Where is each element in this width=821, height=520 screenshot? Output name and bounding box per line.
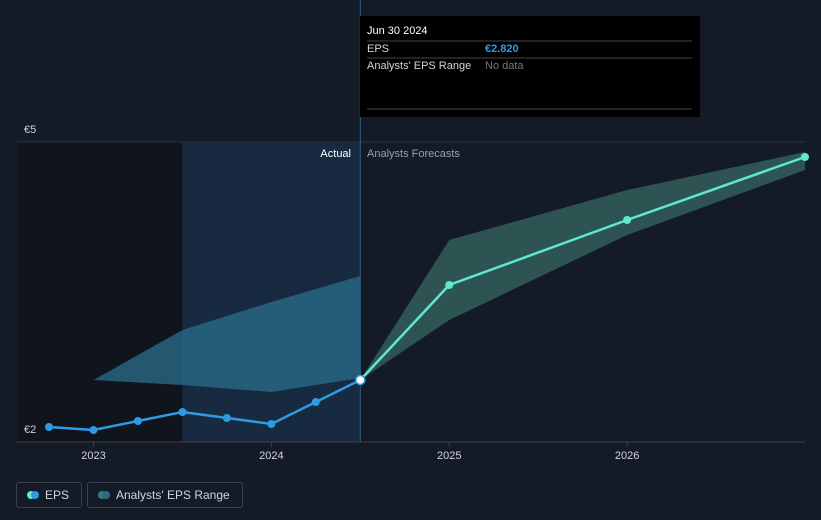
y-tick-label: €5 <box>24 124 36 136</box>
x-tick-label: 2023 <box>81 450 105 462</box>
point <box>623 216 632 224</box>
tooltip-box <box>360 16 700 117</box>
highlight-point <box>355 374 366 386</box>
x-tick-label: 2024 <box>259 450 283 462</box>
y-tick-label: €2 <box>24 424 36 436</box>
tooltip-label: Analysts' EPS Range <box>367 60 471 72</box>
point <box>222 414 231 422</box>
forecast-label: Analysts Forecasts <box>367 148 460 160</box>
tooltip-label: EPS <box>367 43 389 55</box>
legend-eps[interactable]: EPS <box>16 482 83 508</box>
range-band <box>49 276 361 427</box>
legend-swatch <box>31 491 39 499</box>
point <box>801 153 809 161</box>
tooltip-value: No data <box>485 60 524 72</box>
point <box>267 420 276 428</box>
line <box>359 155 806 381</box>
point <box>133 417 142 425</box>
legend-label: Analysts' EPS Range <box>116 488 230 502</box>
legend-range[interactable]: Analysts' EPS Range <box>87 482 243 508</box>
x-tick-label: 2026 <box>615 450 639 462</box>
x-tick-label: 2025 <box>437 450 461 462</box>
legend-label: EPS <box>45 488 70 502</box>
actual-label: Actual <box>320 148 351 160</box>
chart: €2 €5 2023 2024 2025 2026 Actual Analysts For… <box>17 0 809 462</box>
point <box>445 281 454 289</box>
point <box>178 408 187 416</box>
range-band <box>360 152 805 380</box>
tooltip-date: Jun 30 2024 <box>367 25 428 37</box>
legend-swatch <box>102 491 110 499</box>
tooltip: Jun 30 2024 EPS €2.820 Analysts' EPS Ran… <box>360 16 700 117</box>
line <box>48 378 361 432</box>
point <box>45 423 54 431</box>
tooltip-value: €2.820 <box>485 43 519 55</box>
past-shade <box>17 142 183 442</box>
point <box>89 426 98 434</box>
point <box>311 398 320 406</box>
